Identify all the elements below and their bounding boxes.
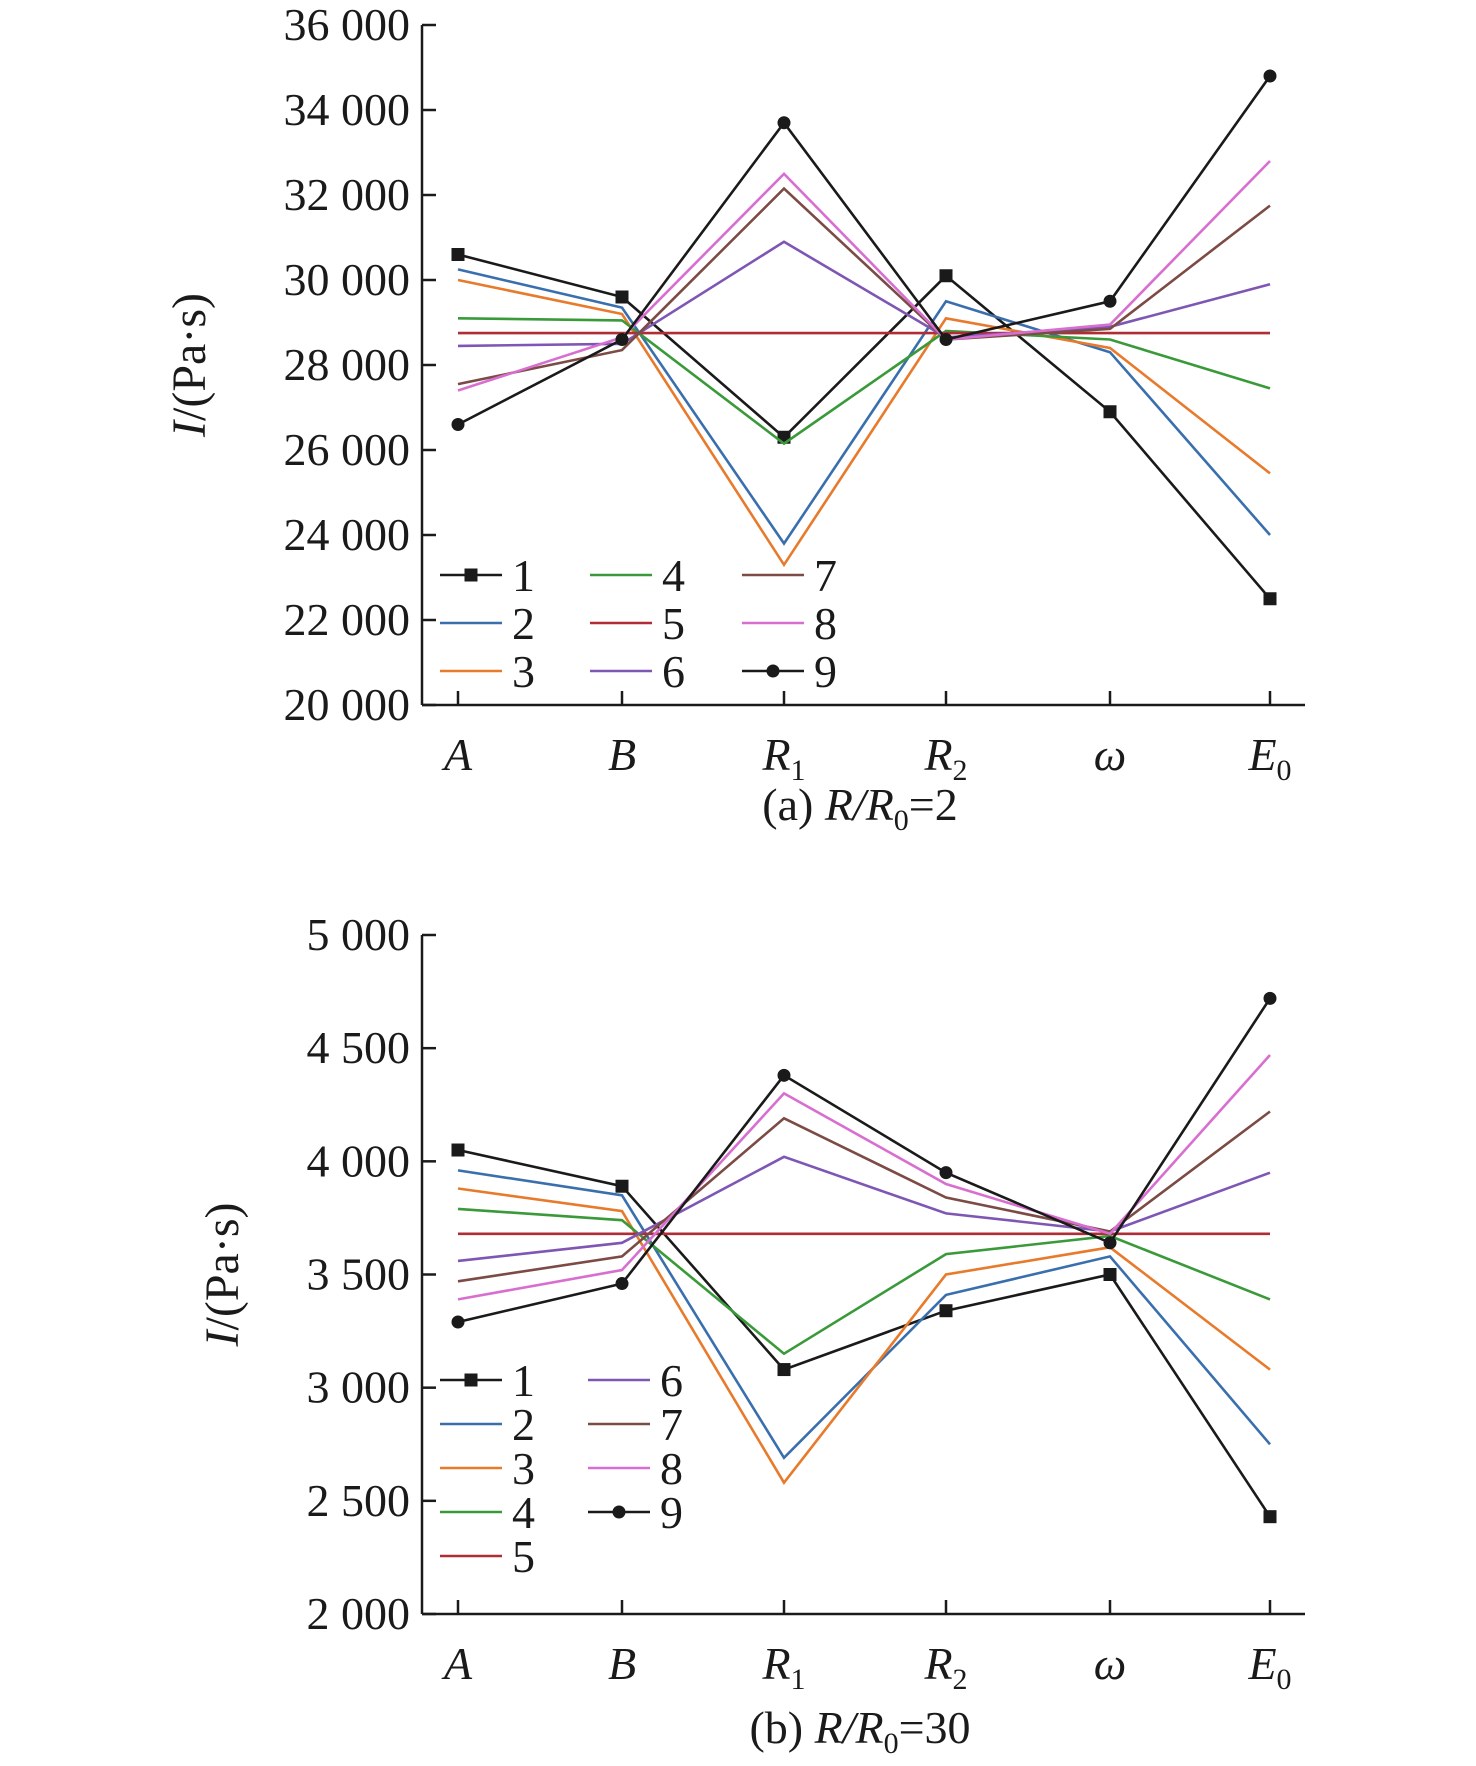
y-tick-label: 36 000 [284, 0, 411, 50]
x-tick-label: R2 [923, 729, 967, 787]
legend-label-9: 9 [814, 646, 837, 697]
series-line-3 [457, 278, 1271, 568]
series-point-9 [1103, 1236, 1117, 1250]
series-line-2 [457, 1169, 1271, 1460]
x-tick-label: ω [1094, 729, 1126, 780]
series-point-9 [1103, 294, 1117, 308]
series-line-1 [457, 253, 1271, 600]
y-tick-label: 34 000 [284, 84, 411, 135]
y-tick-label: 2 500 [307, 1475, 411, 1526]
x-tick-label: ω [1094, 1638, 1126, 1689]
y-axis-label: I/(Pa·s) [196, 1203, 249, 1348]
panel-caption: (a) R/R0=2 [762, 779, 958, 837]
x-tick-label: R1 [761, 729, 805, 787]
series-line-6 [457, 240, 1271, 348]
x-tick-label: A [441, 1638, 473, 1689]
series-point-9 [615, 1277, 629, 1291]
legend-label-5: 5 [662, 598, 685, 649]
legend-label-9: 9 [660, 1487, 683, 1538]
series-line-6 [457, 1155, 1271, 1263]
series-point-1 [1263, 592, 1277, 606]
legend-label-2: 2 [512, 1399, 535, 1450]
series-point-9 [1263, 69, 1277, 83]
x-tick-label: A [441, 729, 473, 780]
legend-marker-1 [464, 568, 478, 582]
legend-label-8: 8 [660, 1443, 683, 1494]
legend-label-4: 4 [662, 550, 685, 601]
series-point-9 [939, 1166, 953, 1180]
series-line-9 [457, 75, 1272, 426]
panel-caption: (b) R/R0=30 [749, 1702, 970, 1760]
series-line-4 [457, 1207, 1271, 1356]
series-point-9 [777, 1068, 791, 1082]
series-point-1 [939, 1304, 953, 1318]
series-point-1 [1103, 1268, 1117, 1281]
series-point-1 [451, 248, 465, 261]
series-line-9 [457, 997, 1272, 1324]
legend-label-2: 2 [512, 598, 535, 649]
series-line-8 [457, 160, 1271, 392]
y-tick-label: 30 000 [284, 254, 411, 305]
y-tick-label: 22 000 [284, 594, 411, 645]
y-tick-label: 3 000 [307, 1362, 411, 1413]
series-point-1 [451, 1143, 465, 1157]
series-point-9 [451, 418, 465, 431]
series-point-1 [615, 290, 629, 304]
x-tick-label: E0 [1247, 729, 1291, 787]
y-tick-label: 4 500 [307, 1022, 411, 1073]
series-line-3 [457, 1187, 1271, 1485]
series-point-9 [939, 333, 953, 346]
series-point-9 [615, 333, 629, 346]
y-tick-label: 28 000 [284, 339, 411, 390]
y-tick-label: 24 000 [284, 509, 411, 560]
series-line-7 [457, 1110, 1271, 1283]
series-point-1 [1103, 405, 1117, 419]
series-line-2 [457, 268, 1271, 546]
series-point-9 [777, 116, 791, 130]
series-line-1 [457, 1148, 1272, 1518]
x-tick-label: R2 [923, 1638, 967, 1696]
y-axis-label: I/(Pa·s) [163, 293, 216, 438]
series-line-4 [457, 317, 1271, 446]
series-line-7 [457, 186, 1271, 386]
y-tick-label: 5 000 [307, 909, 411, 960]
y-tick-label: 26 000 [284, 424, 411, 475]
legend-marker-1 [464, 1373, 478, 1387]
legend-label-7: 7 [814, 550, 837, 601]
legend-label-3: 3 [512, 646, 535, 697]
series-point-1 [615, 1179, 629, 1193]
y-tick-label: 2 000 [307, 1588, 411, 1639]
legend-label-1: 1 [512, 1355, 535, 1406]
series-point-1 [1263, 1510, 1277, 1524]
y-tick-label: 32 000 [284, 169, 411, 220]
legend-marker-9 [766, 664, 780, 678]
x-tick-label: R1 [761, 1638, 805, 1696]
x-tick-label: E0 [1247, 1638, 1291, 1696]
legend-label-4: 4 [512, 1487, 535, 1538]
series-point-1 [777, 1363, 791, 1377]
legend-label-7: 7 [660, 1399, 683, 1450]
legend-label-5: 5 [512, 1531, 535, 1582]
legend-label-3: 3 [512, 1443, 535, 1494]
y-tick-label: 20 000 [284, 679, 411, 730]
series-point-9 [1263, 991, 1277, 1005]
legend-label-6: 6 [660, 1355, 683, 1406]
x-tick-label: B [608, 1638, 636, 1689]
chart-panel-b: 2 000 2 500 3 000 3 500 4 000 4 500 5 000 A B R1 R… [196, 909, 1305, 1760]
legend-label-8: 8 [814, 598, 837, 649]
legend-marker-9 [612, 1505, 626, 1519]
y-tick-label: 3 500 [307, 1249, 411, 1300]
legend-label-1: 1 [512, 550, 535, 601]
series-point-9 [451, 1315, 465, 1329]
y-tick-label: 4 000 [307, 1135, 411, 1186]
legend-label-6: 6 [662, 646, 685, 697]
series-point-1 [939, 269, 953, 283]
chart-panel-a: 20 000 22 000 24 000 26 000 28 000 30 000 32 0… [163, 0, 1305, 837]
x-tick-label: B [608, 729, 636, 780]
